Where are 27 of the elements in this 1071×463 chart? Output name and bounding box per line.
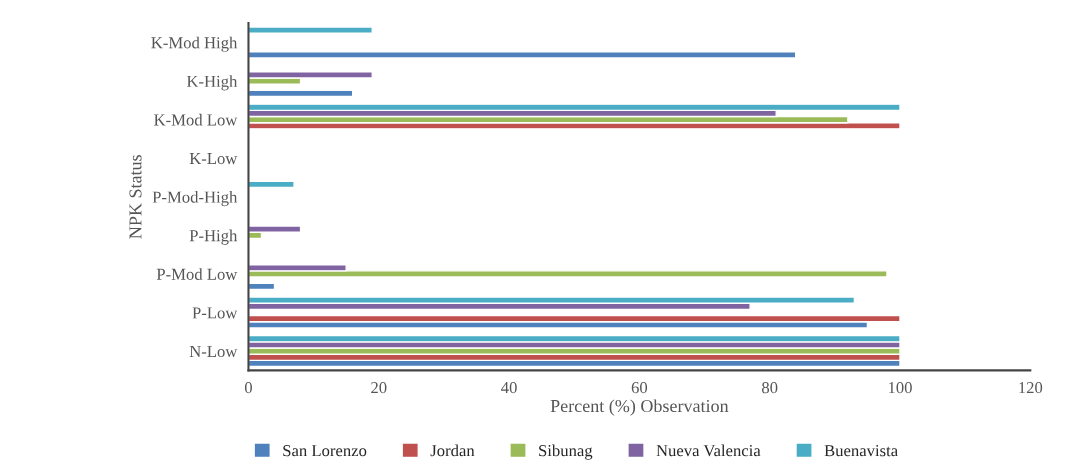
bar [248, 51, 797, 59]
y-tick-label: P-High [189, 229, 238, 245]
bar [248, 89, 354, 98]
x-tick-label: 100 [888, 381, 912, 394]
y-tick-label: K-High [186, 75, 238, 91]
legend-label: San Lorenzo [283, 445, 367, 457]
bar [248, 180, 295, 189]
bar [248, 26, 373, 34]
y-tick-label: P-Low [192, 307, 238, 319]
x-tick-label: 20 [371, 381, 387, 394]
y-tick-label: P-Mod Low [156, 268, 238, 280]
y-tick-label: N-Low [189, 345, 238, 358]
legend-label: Nueva Valencia [656, 444, 761, 457]
x-tick-label: 40 [501, 381, 517, 394]
legend-label: Buenavista [824, 445, 898, 457]
legend-label: Sibunag [539, 444, 593, 460]
y-tick-label: K-Mod Low [154, 113, 238, 126]
x-tick-label: 0 [244, 381, 252, 394]
x-tick-label: 80 [761, 381, 778, 394]
legend-label: Jordan [430, 444, 475, 457]
x-tick-label: 60 [631, 381, 648, 394]
y-tick-label: K-Mod High [151, 36, 238, 52]
x-tick-label: 120 [1019, 381, 1043, 394]
y-tick-label: P-Mod-High [152, 190, 238, 207]
y-tick-label: K-Low [189, 153, 238, 165]
x-axis-title: Percent (%) Observation [550, 399, 729, 416]
y-axis-title: NPK Status [129, 155, 142, 239]
